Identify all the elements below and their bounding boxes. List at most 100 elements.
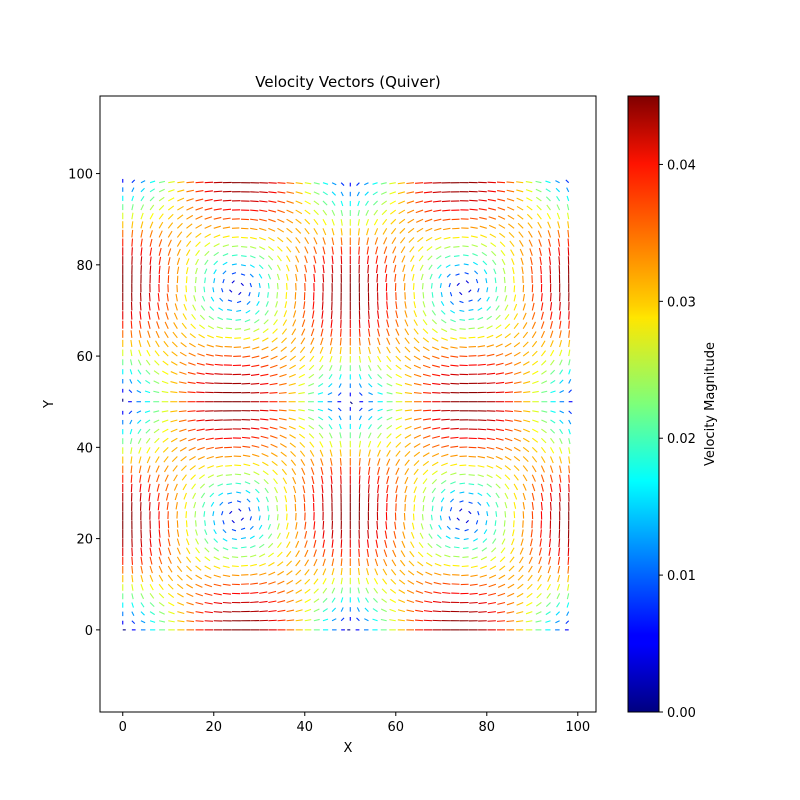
vector-arrow [290,337,297,344]
vector-arrow [549,311,553,320]
vector-arrow [444,554,451,558]
vector-arrow [140,187,145,193]
vector-arrow [539,529,542,538]
vector-arrow [214,428,223,431]
vector-arrow [252,337,260,341]
vector-arrow [149,593,155,599]
vector-arrow [268,571,276,576]
vector-arrow [513,501,517,509]
vector-arrow [158,547,162,556]
vector-arrow [197,343,205,348]
vector-arrow [136,379,142,384]
vector-arrow [163,340,169,348]
vector-arrow [452,236,460,239]
vector-arrow [373,597,378,603]
vector-arrow [194,511,197,518]
vector-arrow [322,237,326,245]
vector-arrow [304,218,311,225]
vector-arrow [262,461,269,467]
vector-arrow [300,459,306,466]
vector-arrow [340,182,345,186]
vector-arrow [541,390,548,394]
vector-arrow [536,213,542,220]
vector-arrow [339,449,342,457]
vector-arrow [213,190,223,193]
vector-arrow [530,529,533,538]
vector-arrow [367,440,372,448]
vector-arrow [231,528,237,532]
vector-arrow [566,611,570,617]
vector-arrow [446,273,451,278]
vector-arrow [140,247,143,256]
vector-arrow [438,524,442,530]
vector-arrow [357,228,360,236]
vector-arrow [242,454,251,458]
vector-arrow [367,337,371,346]
vector-arrow [522,351,530,357]
vector-arrow [415,209,424,214]
vector-arrow [459,337,467,339]
vector-arrow [242,355,251,358]
vector-arrow [204,259,209,266]
vector-arrow [482,260,488,266]
vector-arrow [229,289,233,293]
vector-arrow [538,247,542,256]
vector-arrow [199,483,206,489]
vector-arrow [277,542,282,549]
vector-arrow [422,478,428,485]
vector-arrow [231,538,237,541]
vector-arrow [567,221,570,229]
vector-arrow [386,493,389,503]
vector-arrow [473,261,478,266]
vector-arrow [407,570,415,576]
vector-arrow [277,551,283,558]
vector-arrow [199,314,206,320]
vector-arrow [556,584,561,591]
vector-arrow [503,520,506,527]
vector-arrow [531,456,538,463]
vector-arrow [286,182,295,185]
vector-arrow [331,618,337,622]
vector-arrow [331,558,335,567]
vector-arrow [540,293,543,302]
vector-arrow [486,483,492,488]
vector-arrow [443,563,451,567]
vector-arrow [295,589,303,594]
vector-arrow [153,428,160,434]
vector-arrow [473,538,478,542]
vector-arrow [186,611,194,614]
vector-arrow [406,200,415,204]
vector-arrow [386,382,393,387]
vector-arrow [339,374,342,380]
vector-arrow [196,362,205,366]
vector-arrow [441,453,449,458]
vector-arrow [215,354,223,357]
vector-arrow [508,223,515,229]
vector-arrow [186,601,194,606]
vector-arrow [440,319,447,324]
vector-arrow [439,282,442,288]
vector-arrow [517,222,524,229]
vector-arrow [214,363,223,366]
vector-arrow [559,349,563,357]
vector-arrow [158,230,163,238]
vector-arrow [215,455,223,459]
vector-arrow [488,207,497,211]
vector-arrow [512,267,515,275]
vector-arrow [193,501,197,509]
vector-arrow [504,362,513,366]
vector-arrow [208,315,215,321]
vector-arrow [497,207,506,211]
vector-arrow [413,346,421,352]
vector-arrow [277,600,286,604]
vector-arrow [213,260,219,266]
vector-arrow [540,502,543,511]
vector-arrow [162,446,169,453]
vector-arrow [167,266,170,275]
vector-arrow [468,336,476,339]
vector-arrow [275,495,278,503]
vector-arrow [241,555,248,558]
vector-arrow [259,572,267,576]
vector-arrow [330,328,333,337]
vector-arrow [495,465,503,470]
